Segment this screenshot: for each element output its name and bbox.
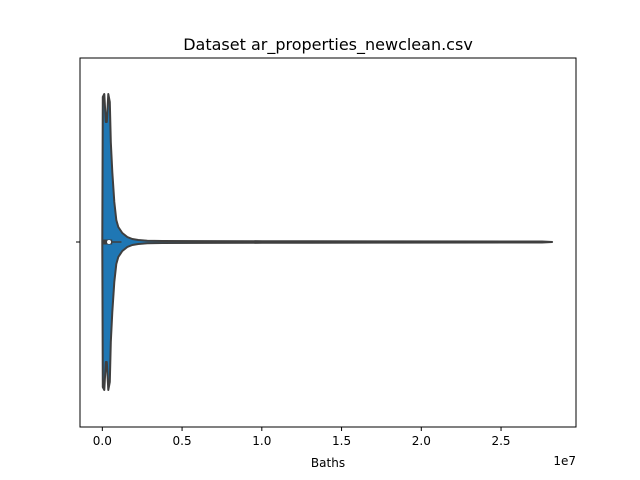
violin-layer [101,93,554,391]
x-axis-ticks: 0.0 0.5 1.0 1.5 2.0 2.5 [93,427,511,448]
x-tick-label: 2.0 [412,434,431,448]
x-tick-label: 1.0 [252,434,271,448]
x-tick-label: 2.5 [491,434,510,448]
x-tick-label: 1.5 [332,434,351,448]
chart-title: Dataset ar_properties_newclean.csv [183,35,473,55]
box-median [107,240,112,244]
violin-body [101,93,554,391]
x-axis-scale-label: 1e7 [553,454,576,468]
x-tick-label: 0.0 [93,434,112,448]
x-axis-label: Baths [311,456,345,470]
x-tick-label: 0.5 [173,434,192,448]
box-layer [102,239,122,245]
